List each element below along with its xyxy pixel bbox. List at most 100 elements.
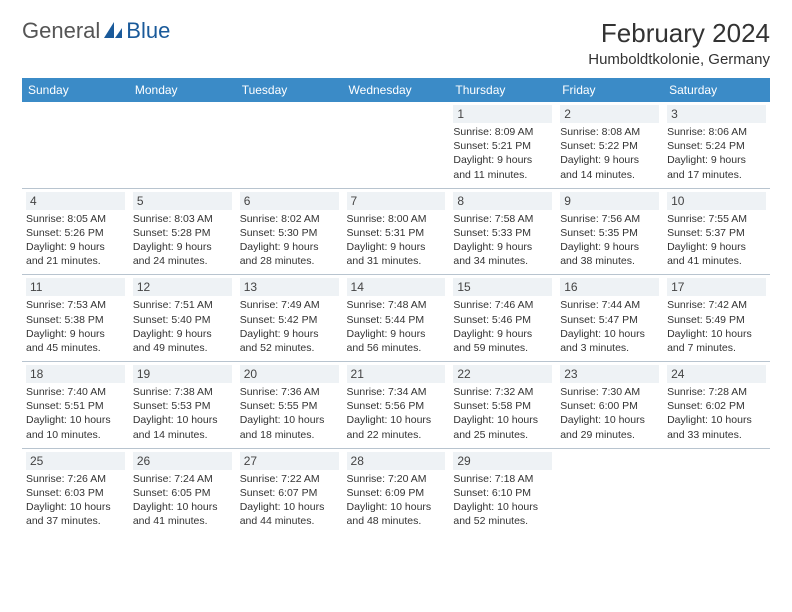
calendar-day-cell: 1Sunrise: 8:09 AMSunset: 5:21 PMDaylight… <box>449 102 556 188</box>
day-number: 6 <box>240 192 339 210</box>
day-number: 10 <box>667 192 766 210</box>
sunrise-line: Sunrise: 7:48 AM <box>347 298 446 312</box>
sunset-line: Sunset: 5:30 PM <box>240 226 339 240</box>
day-header-row: SundayMondayTuesdayWednesdayThursdayFrid… <box>22 78 770 102</box>
calendar-day-cell: 20Sunrise: 7:36 AMSunset: 5:55 PMDayligh… <box>236 362 343 449</box>
sunset-line: Sunset: 5:42 PM <box>240 313 339 327</box>
sunset-line: Sunset: 6:02 PM <box>667 399 766 413</box>
daylight-line-1: Daylight: 9 hours <box>560 153 659 167</box>
calendar-day-cell: 10Sunrise: 7:55 AMSunset: 5:37 PMDayligh… <box>663 188 770 275</box>
sunrise-line: Sunrise: 7:44 AM <box>560 298 659 312</box>
daylight-line-2: and 33 minutes. <box>667 428 766 442</box>
day-number: 13 <box>240 278 339 296</box>
day-number: 28 <box>347 452 446 470</box>
sunrise-line: Sunrise: 7:51 AM <box>133 298 232 312</box>
daylight-line-1: Daylight: 10 hours <box>667 327 766 341</box>
day-number: 17 <box>667 278 766 296</box>
daylight-line-1: Daylight: 9 hours <box>240 240 339 254</box>
daylight-line-2: and 28 minutes. <box>240 254 339 268</box>
daylight-line-2: and 10 minutes. <box>26 428 125 442</box>
daylight-line-1: Daylight: 10 hours <box>133 500 232 514</box>
calendar-day-cell: 29Sunrise: 7:18 AMSunset: 6:10 PMDayligh… <box>449 448 556 534</box>
sunset-line: Sunset: 5:49 PM <box>667 313 766 327</box>
day-number: 5 <box>133 192 232 210</box>
day-number: 22 <box>453 365 552 383</box>
day-number: 12 <box>133 278 232 296</box>
day-number: 1 <box>453 105 552 123</box>
daylight-line-1: Daylight: 10 hours <box>240 500 339 514</box>
daylight-line-1: Daylight: 9 hours <box>347 327 446 341</box>
daylight-line-1: Daylight: 10 hours <box>347 413 446 427</box>
daylight-line-2: and 49 minutes. <box>133 341 232 355</box>
day-number: 9 <box>560 192 659 210</box>
calendar-day-cell: 22Sunrise: 7:32 AMSunset: 5:58 PMDayligh… <box>449 362 556 449</box>
daylight-line-1: Daylight: 9 hours <box>453 153 552 167</box>
sunrise-line: Sunrise: 7:56 AM <box>560 212 659 226</box>
day-number: 18 <box>26 365 125 383</box>
sunrise-line: Sunrise: 7:26 AM <box>26 472 125 486</box>
daylight-line-1: Daylight: 10 hours <box>26 413 125 427</box>
location-label: Humboldtkolonie, Germany <box>588 51 770 68</box>
calendar-day-cell: 8Sunrise: 7:58 AMSunset: 5:33 PMDaylight… <box>449 188 556 275</box>
calendar-day-cell: 4Sunrise: 8:05 AMSunset: 5:26 PMDaylight… <box>22 188 129 275</box>
sunset-line: Sunset: 5:31 PM <box>347 226 446 240</box>
sunrise-line: Sunrise: 7:55 AM <box>667 212 766 226</box>
daylight-line-1: Daylight: 10 hours <box>560 327 659 341</box>
daylight-line-1: Daylight: 10 hours <box>560 413 659 427</box>
sunset-line: Sunset: 5:56 PM <box>347 399 446 413</box>
day-number: 14 <box>347 278 446 296</box>
day-number: 20 <box>240 365 339 383</box>
sunrise-line: Sunrise: 7:18 AM <box>453 472 552 486</box>
day-number: 19 <box>133 365 232 383</box>
sunrise-line: Sunrise: 7:58 AM <box>453 212 552 226</box>
day-header-cell: Sunday <box>22 78 129 102</box>
title-block: February 2024 Humboldtkolonie, Germany <box>588 18 770 68</box>
calendar-day-cell: 25Sunrise: 7:26 AMSunset: 6:03 PMDayligh… <box>22 448 129 534</box>
calendar-day-cell: 23Sunrise: 7:30 AMSunset: 6:00 PMDayligh… <box>556 362 663 449</box>
daylight-line-2: and 52 minutes. <box>240 341 339 355</box>
day-number: 21 <box>347 365 446 383</box>
calendar-day-cell: 9Sunrise: 7:56 AMSunset: 5:35 PMDaylight… <box>556 188 663 275</box>
daylight-line-1: Daylight: 10 hours <box>667 413 766 427</box>
daylight-line-1: Daylight: 10 hours <box>133 413 232 427</box>
page-header: General Blue February 2024 Humboldtkolon… <box>22 18 770 68</box>
sunrise-line: Sunrise: 7:22 AM <box>240 472 339 486</box>
sunset-line: Sunset: 6:03 PM <box>26 486 125 500</box>
sunrise-line: Sunrise: 8:08 AM <box>560 125 659 139</box>
daylight-line-1: Daylight: 9 hours <box>347 240 446 254</box>
day-number: 4 <box>26 192 125 210</box>
brand-sail-icon <box>102 20 124 43</box>
calendar-week-row: 25Sunrise: 7:26 AMSunset: 6:03 PMDayligh… <box>22 448 770 534</box>
calendar-day-cell: 15Sunrise: 7:46 AMSunset: 5:46 PMDayligh… <box>449 275 556 362</box>
sunset-line: Sunset: 5:24 PM <box>667 139 766 153</box>
calendar-day-cell: 2Sunrise: 8:08 AMSunset: 5:22 PMDaylight… <box>556 102 663 188</box>
sunset-line: Sunset: 6:07 PM <box>240 486 339 500</box>
daylight-line-2: and 14 minutes. <box>560 168 659 182</box>
daylight-line-2: and 17 minutes. <box>667 168 766 182</box>
sunrise-line: Sunrise: 8:05 AM <box>26 212 125 226</box>
sunrise-line: Sunrise: 7:32 AM <box>453 385 552 399</box>
daylight-line-1: Daylight: 10 hours <box>240 413 339 427</box>
daylight-line-2: and 52 minutes. <box>453 514 552 528</box>
daylight-line-1: Daylight: 9 hours <box>133 240 232 254</box>
sunrise-line: Sunrise: 7:34 AM <box>347 385 446 399</box>
calendar-day-cell: 14Sunrise: 7:48 AMSunset: 5:44 PMDayligh… <box>343 275 450 362</box>
calendar-table: SundayMondayTuesdayWednesdayThursdayFrid… <box>22 78 770 534</box>
daylight-line-2: and 25 minutes. <box>453 428 552 442</box>
sunrise-line: Sunrise: 7:46 AM <box>453 298 552 312</box>
sunrise-line: Sunrise: 7:40 AM <box>26 385 125 399</box>
day-number: 11 <box>26 278 125 296</box>
calendar-day-cell: 6Sunrise: 8:02 AMSunset: 5:30 PMDaylight… <box>236 188 343 275</box>
sunset-line: Sunset: 5:40 PM <box>133 313 232 327</box>
sunset-line: Sunset: 6:10 PM <box>453 486 552 500</box>
sunset-line: Sunset: 6:05 PM <box>133 486 232 500</box>
calendar-day-cell <box>343 102 450 188</box>
day-number: 8 <box>453 192 552 210</box>
daylight-line-1: Daylight: 9 hours <box>133 327 232 341</box>
calendar-week-row: 11Sunrise: 7:53 AMSunset: 5:38 PMDayligh… <box>22 275 770 362</box>
daylight-line-2: and 56 minutes. <box>347 341 446 355</box>
sunset-line: Sunset: 5:53 PM <box>133 399 232 413</box>
calendar-day-cell: 24Sunrise: 7:28 AMSunset: 6:02 PMDayligh… <box>663 362 770 449</box>
day-header-cell: Saturday <box>663 78 770 102</box>
calendar-week-row: 18Sunrise: 7:40 AMSunset: 5:51 PMDayligh… <box>22 362 770 449</box>
